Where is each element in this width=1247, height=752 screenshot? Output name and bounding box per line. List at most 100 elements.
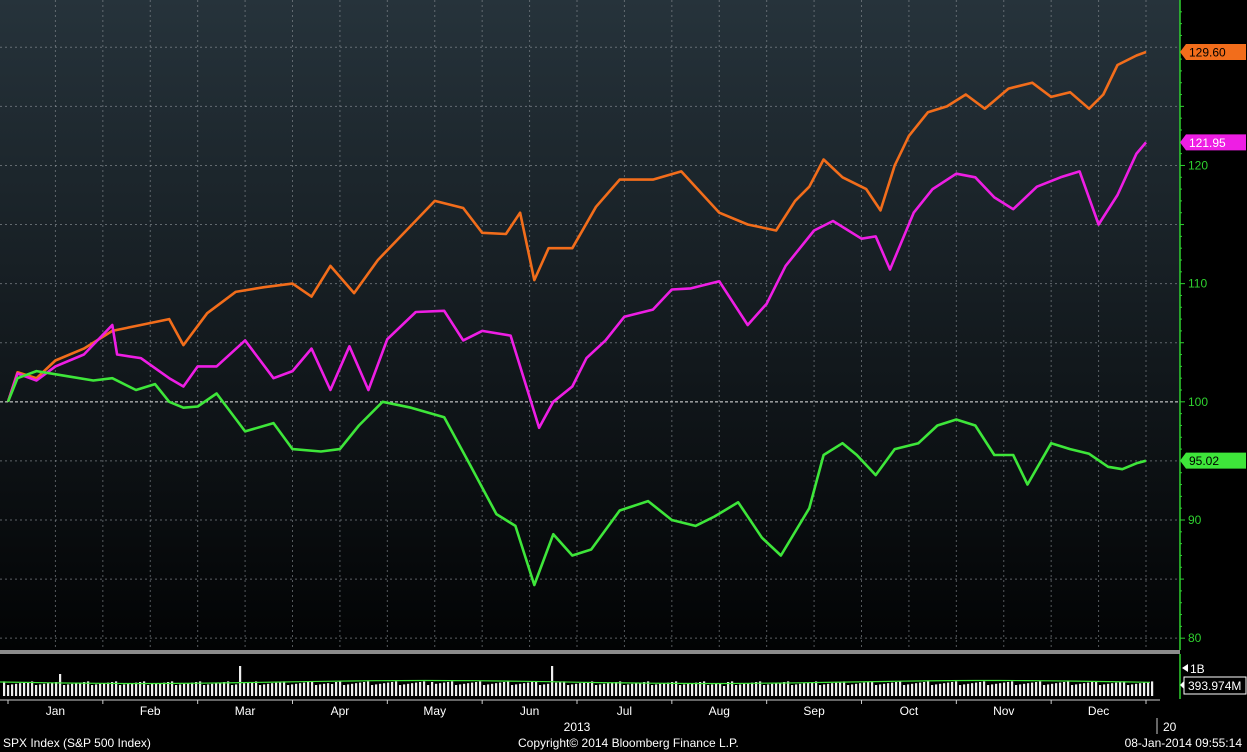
volume-bar xyxy=(475,682,478,696)
volume-bar xyxy=(907,684,910,696)
volume-bar xyxy=(159,683,162,696)
volume-bar xyxy=(395,681,398,696)
volume-bar xyxy=(1103,684,1106,696)
volume-bar xyxy=(787,681,790,696)
volume-bar xyxy=(607,683,610,696)
volume-bar xyxy=(199,681,202,696)
volume-bar xyxy=(911,683,914,696)
volume-bar xyxy=(875,685,878,696)
volume-bar xyxy=(1143,682,1146,696)
volume-bar xyxy=(435,683,438,696)
volume-bar xyxy=(287,685,290,696)
volume-bar xyxy=(935,684,938,696)
volume-bar xyxy=(943,683,946,696)
volume-bar xyxy=(235,684,238,696)
volume-bar xyxy=(327,683,330,696)
volume-bar xyxy=(987,685,990,696)
volume-bar xyxy=(699,682,702,696)
volume-bars xyxy=(3,666,1154,696)
volume-bar xyxy=(727,682,730,696)
volume-bar xyxy=(999,683,1002,696)
volume-bar xyxy=(1127,685,1130,696)
volume-bar xyxy=(79,682,82,696)
volume-bar xyxy=(367,681,370,696)
volume-value-label: 393.974M xyxy=(1188,679,1241,693)
volume-bar xyxy=(455,685,458,696)
volume-bar xyxy=(811,682,814,696)
volume-bar xyxy=(1083,683,1086,696)
volume-bar xyxy=(863,682,866,696)
volume-bar xyxy=(91,685,94,696)
volume-bar xyxy=(775,683,778,696)
volume-bar xyxy=(115,681,118,696)
volume-bar xyxy=(839,682,842,696)
volume-bar xyxy=(483,685,486,696)
volume-bar xyxy=(467,683,470,696)
volume-bar xyxy=(1131,684,1134,696)
volume-bar xyxy=(415,682,418,696)
volume-bar xyxy=(579,683,582,696)
volume-bar xyxy=(591,681,594,696)
month-label: Jun xyxy=(520,704,539,718)
volume-bar xyxy=(783,682,786,696)
volume-bar xyxy=(667,682,670,696)
volume-bar xyxy=(1151,681,1154,696)
volume-bar xyxy=(979,682,982,696)
volume-bar xyxy=(1043,685,1046,696)
volume-bar xyxy=(947,682,950,696)
month-label: May xyxy=(423,704,446,718)
volume-bar xyxy=(375,684,378,696)
volume-bar xyxy=(515,684,518,696)
volume-bar xyxy=(335,682,338,696)
volume-bar xyxy=(7,685,10,696)
volume-bar xyxy=(603,683,606,696)
volume-bar xyxy=(883,683,886,696)
volume-bar xyxy=(1063,682,1066,696)
volume-bar xyxy=(831,683,834,696)
volume-bar xyxy=(715,683,718,696)
volume-bar xyxy=(363,682,366,696)
series-line-orange xyxy=(6,50,1147,403)
volume-bar xyxy=(899,681,902,696)
volume-bar xyxy=(95,684,98,696)
volume-bar xyxy=(967,683,970,696)
volume-bar xyxy=(743,683,746,696)
volume-bar xyxy=(399,685,402,696)
volume-bar xyxy=(843,681,846,696)
volume-bar xyxy=(283,681,286,696)
volume-bar xyxy=(387,682,390,696)
series-line-magenta xyxy=(6,141,1147,430)
month-label: Feb xyxy=(140,704,161,718)
year-label: 2013 xyxy=(564,720,591,734)
volume-bar xyxy=(931,685,934,696)
volume-bar xyxy=(487,684,490,696)
volume-bar xyxy=(143,681,146,696)
volume-bar xyxy=(1111,683,1114,696)
volume-bar xyxy=(1139,683,1142,696)
volume-bar xyxy=(959,685,962,696)
volume-bar xyxy=(559,682,562,696)
volume-bar xyxy=(635,683,638,696)
volume-bar xyxy=(995,683,998,696)
security-name: SPX Index (S&P 500 Index) xyxy=(3,736,151,750)
volume-bar xyxy=(583,682,586,696)
volume-bar xyxy=(1031,682,1034,696)
volume-bar xyxy=(463,683,466,696)
volume-bar xyxy=(983,681,986,696)
volume-bar xyxy=(1011,681,1014,696)
volume-bar xyxy=(1023,683,1026,696)
volume-bar xyxy=(391,682,394,696)
volume-bar xyxy=(259,685,262,696)
volume-arrow xyxy=(1182,664,1188,672)
volume-bar xyxy=(867,682,870,696)
volume-bar xyxy=(1071,685,1074,696)
volume-bar xyxy=(191,682,194,696)
volume-bar xyxy=(503,682,506,696)
volume-bar xyxy=(151,684,154,696)
volume-bar xyxy=(1035,682,1038,696)
volume-bar xyxy=(27,682,30,696)
y-tick-label: 110 xyxy=(1188,277,1207,291)
volume-bar xyxy=(275,682,278,696)
volume-bar xyxy=(1015,685,1018,696)
volume-bar xyxy=(1003,682,1006,696)
